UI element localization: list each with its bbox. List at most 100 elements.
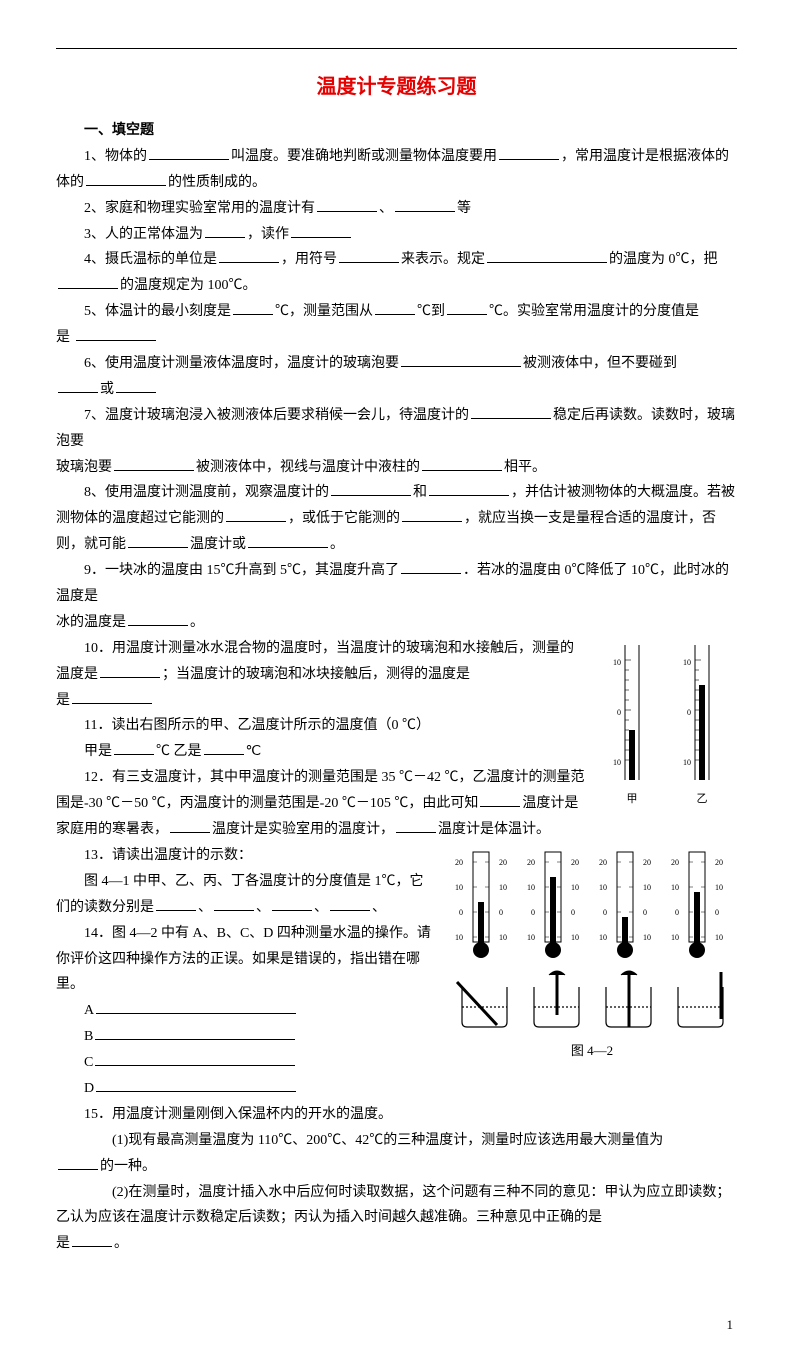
svg-text:10: 10 [613,658,621,667]
blank [114,740,154,755]
q5-text: 是 [56,330,70,345]
page-title: 温度计专题练习题 [56,69,737,106]
q4: 4、摄氏温标的单位是，用符号来表示。规定的温度为 0℃，把 [56,247,737,273]
blank [401,559,461,574]
q13-text: 、 [256,900,270,915]
q15-2b: 是。 [56,1231,737,1257]
svg-text:10: 10 [599,933,607,942]
q10-text: ；当温度计的玻璃泡和冰块接触后，测得的温度是 [162,667,470,682]
q5-text: ℃，测量范围从 [275,304,373,319]
blank [114,455,194,470]
svg-text:20: 20 [643,858,651,867]
svg-text:10: 10 [527,883,535,892]
blank [58,274,118,289]
blank [447,300,487,315]
q5: 5、体温计的最小刻度是℃，测量范围从℃到℃。实验室常用温度计的分度值是 [56,299,737,325]
svg-text:20: 20 [599,858,607,867]
blank [272,895,312,910]
q4-text: 4、摄氏温标的单位是 [84,252,217,267]
q15-text: 的一种。 [100,1159,156,1174]
q4-text: ，用符号 [281,252,337,267]
blank [72,688,152,703]
opt-label: B [84,1029,93,1044]
blank [128,533,188,548]
q1-text: 叫温度。要准确地判断或测量物体温度要用 [231,149,497,164]
q11-text: ℃ 乙是 [156,744,202,759]
blank [375,300,415,315]
opt-label: C [84,1055,93,1070]
q7-text: 被测液体中，视线与温度计中液柱的 [196,460,420,475]
svg-text:20: 20 [455,858,463,867]
blank [149,145,229,160]
page-number: 1 [727,1313,734,1337]
q15-1b: 的一种。 [56,1154,737,1180]
q15-text: 是 [56,1236,70,1251]
q9-text: 9．一块冰的温度由 15℃升高到 5℃，其温度升高了 [84,563,399,578]
q9-text: 冰的温度是 [56,615,126,630]
q5-text: 5、体温计的最小刻度是 [84,304,231,319]
q15-2: (2)在测量时，温度计插入水中后应何时读取数据，这个问题有三种不同的意见：甲认为… [56,1180,737,1232]
q15: 15．用温度计测量刚倒入保温杯内的开水的温度。 [56,1102,737,1128]
blank [58,378,98,393]
blank [339,248,399,263]
svg-text:0: 0 [531,908,535,917]
svg-text:10: 10 [571,883,579,892]
q13-text: 、 [198,900,212,915]
svg-text:10: 10 [715,933,723,942]
q13-text: 、 [314,900,328,915]
blank [291,222,351,237]
blank [401,352,521,367]
q1-text: 1、物体的 [84,149,147,164]
svg-text:0: 0 [643,908,647,917]
section-heading: 一、填空题 [56,118,737,144]
q2-text: 2、家庭和物理实验室常用的温度计有 [84,201,315,216]
thermo-pair-svg: 10010 10010 甲 乙 [597,640,737,810]
svg-text:20: 20 [571,858,579,867]
svg-text:10: 10 [455,933,463,942]
q8-text: 温度计或 [190,537,246,552]
blank [116,378,156,393]
q2-text: 、 [379,201,393,216]
blank [204,740,244,755]
svg-text:10: 10 [613,758,621,767]
svg-text:20: 20 [671,858,679,867]
q15-text: (1)现有最高测量温度为 110℃、200℃、42℃的三种温度计，测量时应该选用… [112,1133,663,1148]
q4-text: 的温度规定为 100℃。 [120,278,257,293]
blank [170,818,210,833]
blank [330,895,370,910]
q6-cont: 或 [56,377,737,403]
q9-cont: 冰的温度是。 [56,610,737,636]
svg-text:0: 0 [571,908,575,917]
q11-text: 甲是 [84,744,112,759]
q11-text: ℃ [246,744,262,759]
q8-text: 。 [330,537,344,552]
q1-text: 的性质制成的。 [168,175,266,190]
blank [86,170,166,185]
q5-cont: 是 [56,325,737,351]
blank [100,662,160,677]
svg-text:0: 0 [499,908,503,917]
blank [95,1025,295,1040]
q8-text: ，或低于它能测的 [288,511,400,526]
q1-text: ，常用温度计是根据液体的 [561,149,729,164]
q13-text: 、 [372,900,386,915]
blank [499,145,559,160]
q5-text: ℃。实验室常用温度计的分度值是 [489,304,699,319]
svg-text:0: 0 [459,908,463,917]
q8: 8、使用温度计测温度前，观察温度计的和，并估计被测物体的大概温度。若被测物体的温… [56,480,737,558]
blank [402,507,462,522]
q15-text: 。 [114,1236,128,1251]
svg-text:10: 10 [683,658,691,667]
svg-text:10: 10 [683,758,691,767]
figure-caption: 图 4—2 [447,1039,737,1063]
q15-text: (2)在测量时，温度计插入水中后应何时读取数据，这个问题有三种不同的意见：甲认为… [56,1185,730,1226]
blank [429,481,509,496]
q7-text: 相平。 [504,460,546,475]
svg-text:10: 10 [571,933,579,942]
svg-text:0: 0 [687,708,691,717]
opt-label: A [84,1003,94,1018]
svg-text:20: 20 [499,858,507,867]
blank [317,196,377,211]
svg-text:10: 10 [499,883,507,892]
svg-text:10: 10 [671,883,679,892]
